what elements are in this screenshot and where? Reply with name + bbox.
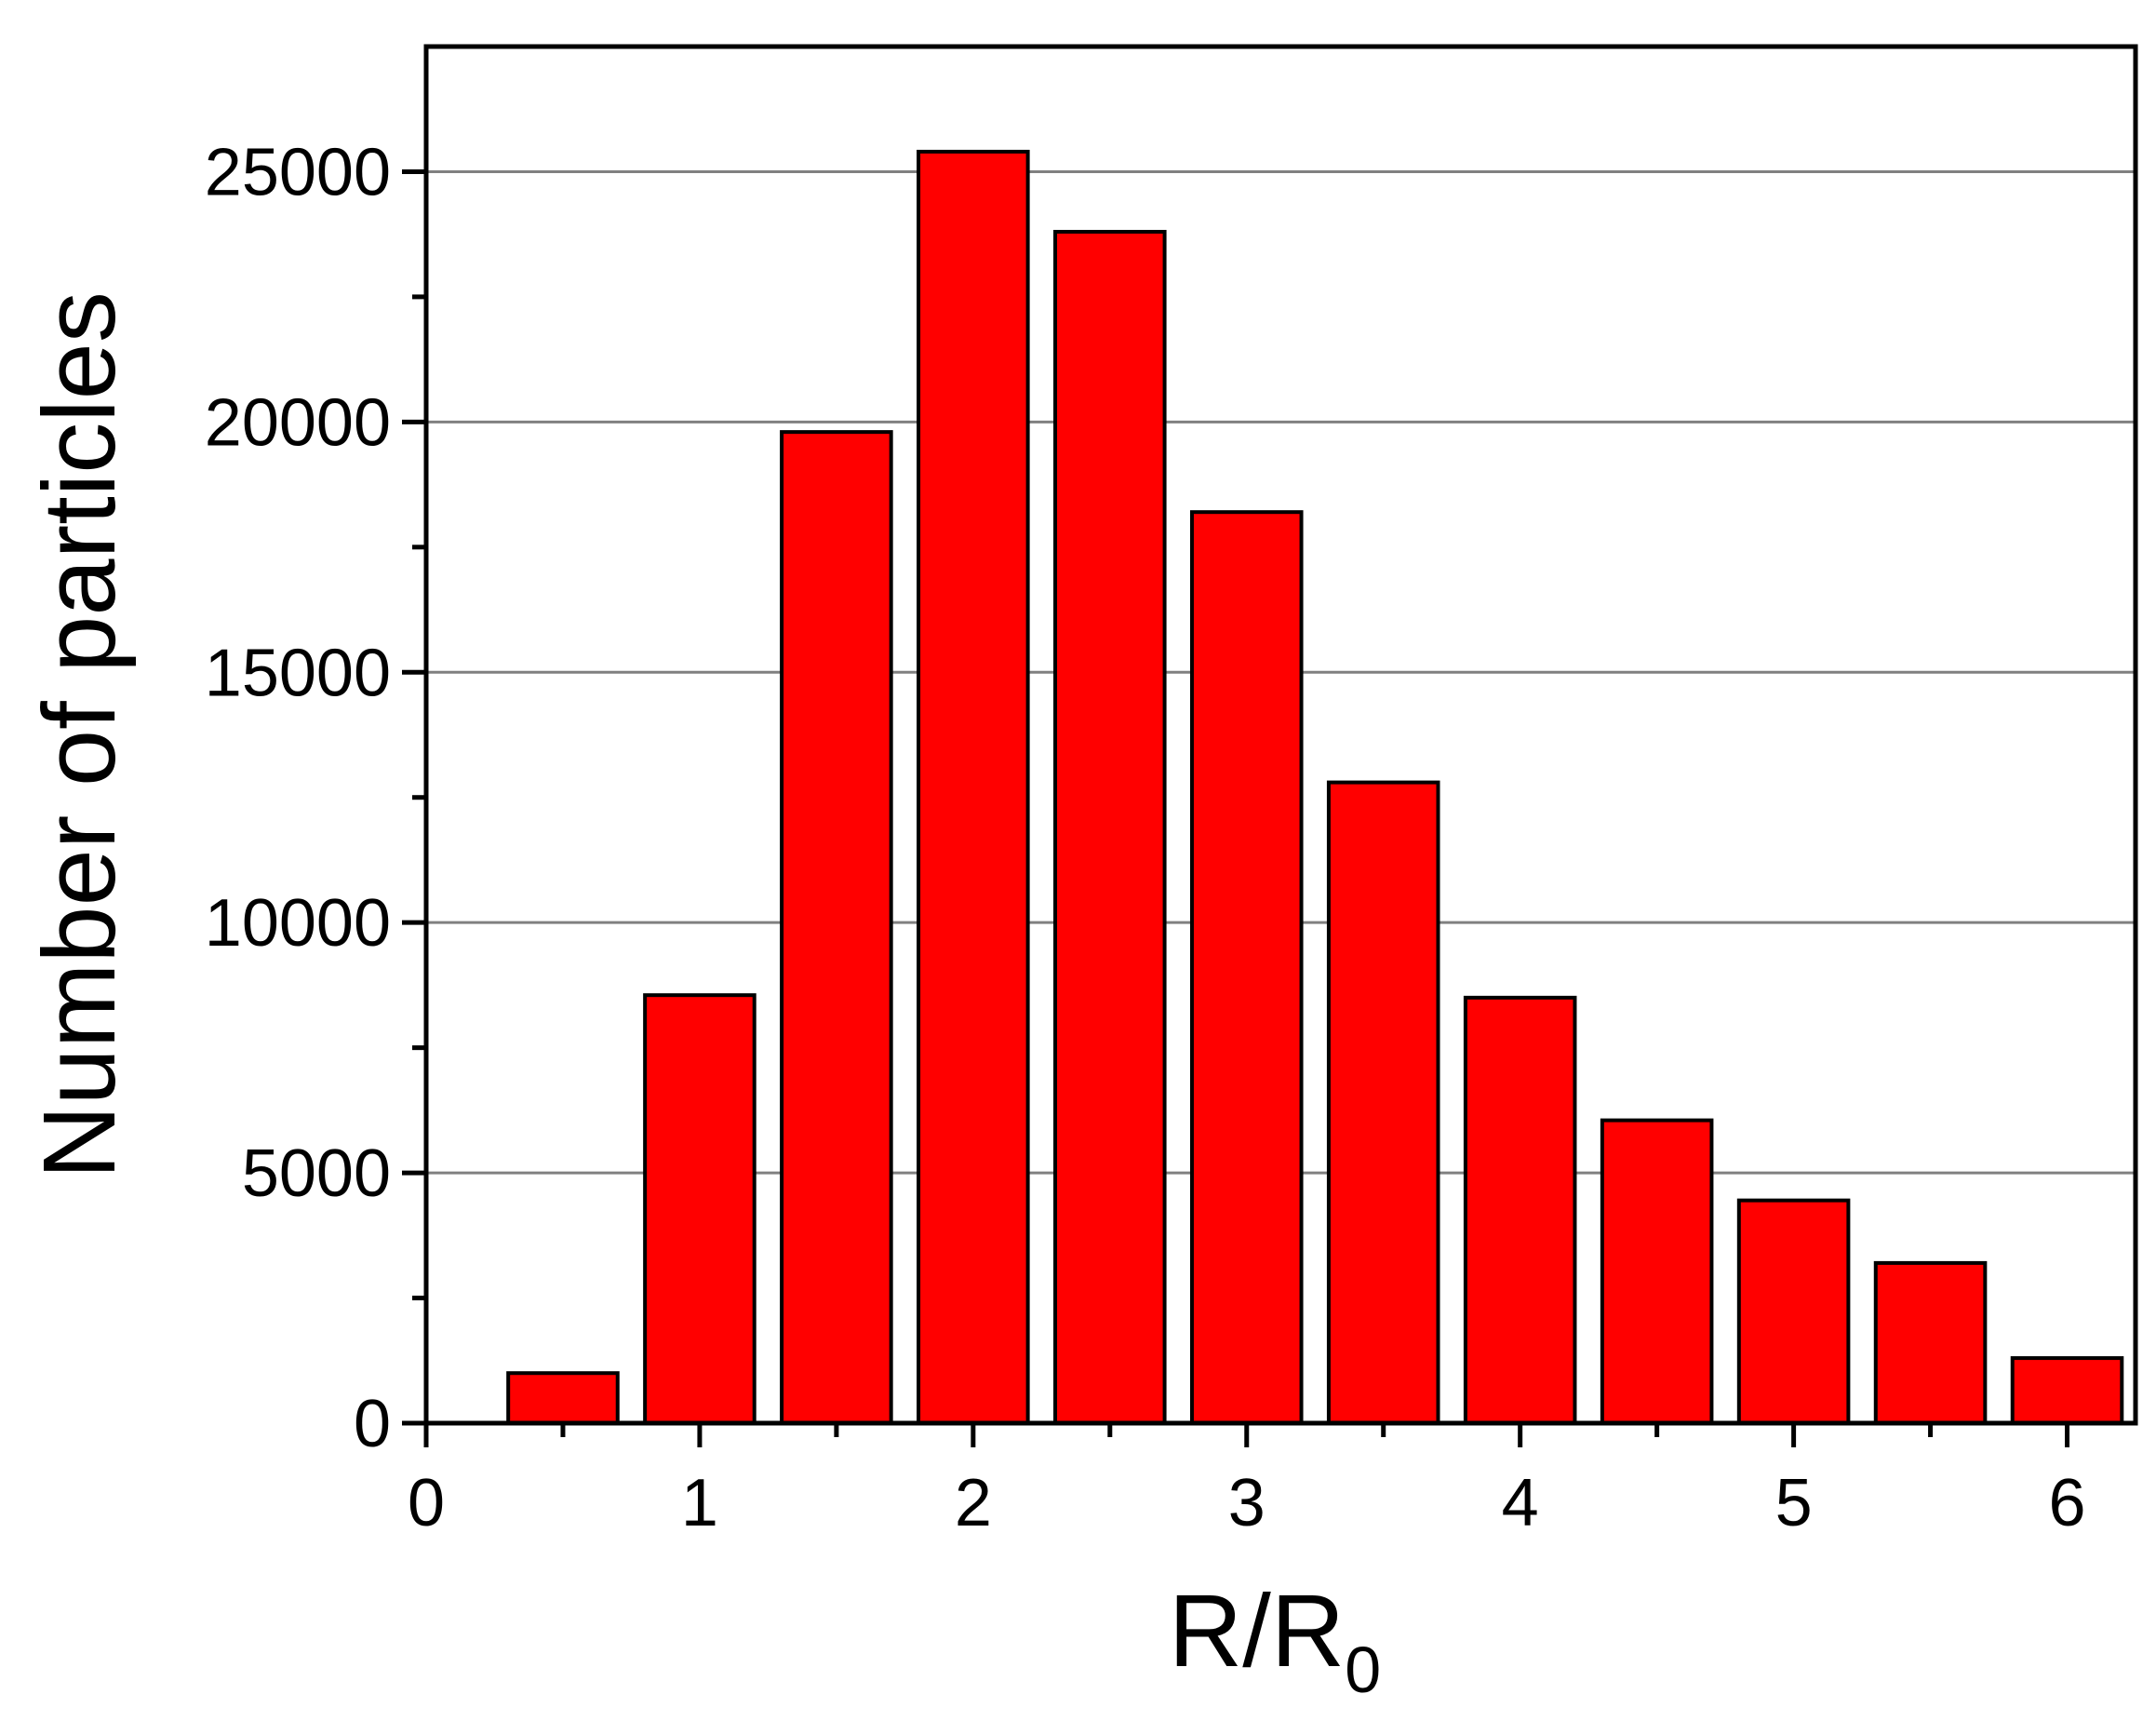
- bar-2: [780, 430, 893, 1425]
- plot-frame: [423, 44, 2138, 1426]
- y-tick-label-0: 0: [354, 1387, 391, 1461]
- x-tick-label-2: 2: [955, 1466, 992, 1540]
- bar-5: [1189, 510, 1304, 1425]
- y-tick-label-2: 10000: [205, 886, 391, 961]
- y-tick-label-1: 5000: [242, 1136, 391, 1211]
- bar-9: [1736, 1198, 1851, 1425]
- y-axis-title: Number of particles: [22, 291, 137, 1179]
- x-axis-title: R/R0: [1169, 1574, 1381, 1706]
- bars: [506, 149, 2124, 1426]
- bar-6: [1326, 780, 1440, 1425]
- x-tick-label-1: 1: [681, 1466, 718, 1540]
- bar-11: [2010, 1356, 2124, 1425]
- x-tick-label-4: 4: [1502, 1466, 1539, 1540]
- y-tick-label-4: 20000: [205, 385, 391, 460]
- y-tick-label-5: 25000: [205, 135, 391, 209]
- x-axis-title-main: R/R: [1169, 1574, 1345, 1688]
- x-tick-label-3: 3: [1228, 1466, 1265, 1540]
- bar-4: [1053, 229, 1167, 1426]
- x-tick-labels: 0 1 2 3 4 5 6: [408, 1466, 2086, 1540]
- x-axis-title-subscript: 0: [1345, 1634, 1381, 1706]
- y-tick-label-3: 15000: [205, 636, 391, 710]
- x-tick-label-0: 0: [408, 1466, 445, 1540]
- bar-10: [1873, 1260, 1988, 1426]
- bar-8: [1600, 1118, 1714, 1425]
- axis-ticks: [402, 168, 2070, 1447]
- x-tick-label-6: 6: [2048, 1466, 2085, 1540]
- bar-3: [917, 149, 1030, 1426]
- bar-0: [506, 1371, 620, 1425]
- bar-7: [1463, 995, 1577, 1425]
- y-tick-labels: 0 5000 10000 15000 20000 25000: [205, 135, 391, 1461]
- x-tick-label-5: 5: [1775, 1466, 1813, 1540]
- bar-1: [643, 993, 757, 1425]
